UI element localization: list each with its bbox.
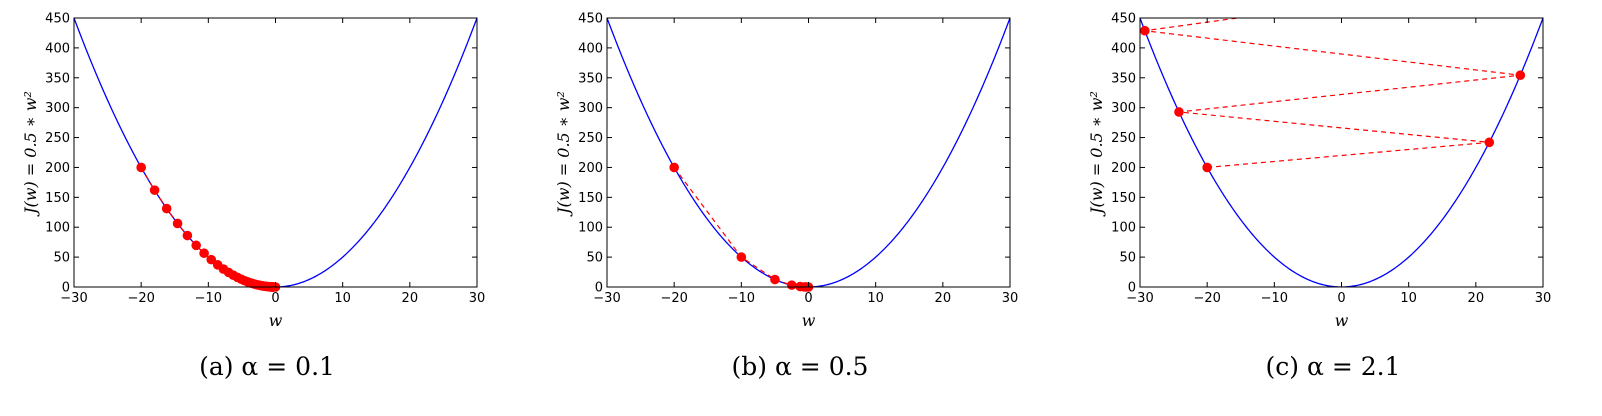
y-tick-label: 250	[1111, 131, 1136, 146]
plot-frame	[606, 17, 1011, 288]
plot-frame	[73, 17, 478, 288]
y-tick-label: 50	[586, 251, 603, 266]
y-tick-label: 400	[45, 41, 70, 56]
y-tick-label: 350	[45, 71, 70, 86]
x-tick-label: 30	[469, 291, 486, 306]
x-tick-label: −30	[1126, 291, 1153, 306]
step-point	[149, 185, 160, 195]
x-tick-label: 10	[334, 291, 351, 306]
step-point	[770, 274, 780, 285]
y-tick-label: 150	[45, 191, 70, 206]
step-point	[1202, 162, 1212, 173]
y-tick-label: 250	[45, 131, 70, 146]
y-axis-label: J(w) = 0.5 ∗ w²	[21, 91, 40, 217]
subplot-a: −30 −20 −10 0 10 20 30 0 50 100 150 200 250 300 350 400…	[0, 0, 534, 416]
x-tick-label: 10	[1400, 291, 1417, 306]
y-tick-label: 100	[1111, 221, 1136, 236]
step-point	[1140, 25, 1150, 36]
subplot-c: −30 −20 −10 0 10 20 30 0 50 100 150 200 250 300 350 400…	[1066, 0, 1600, 416]
x-tick-label: −30	[60, 291, 87, 306]
x-tick-label: 10	[867, 291, 884, 306]
y-tick-label: 0	[595, 281, 603, 296]
y-tick-label: 300	[45, 101, 70, 116]
step-point	[206, 254, 217, 265]
step-point	[191, 240, 201, 251]
y-tick-label: 400	[1111, 41, 1136, 56]
y-tick-label: 400	[578, 41, 603, 56]
subplot-b: −30 −20 −10 0 10 20 30 0 50 100 150 200 250 300 350 400…	[533, 0, 1067, 416]
loss-curve	[1140, 18, 1543, 287]
descent-path	[140, 167, 276, 287]
y-tick-label: 300	[1111, 101, 1136, 116]
y-tick-label: 250	[578, 131, 603, 146]
chart-svg-a: −30 −20 −10 0 10 20 30050100150200250300350400…	[21, 12, 486, 331]
y-tick-label: 200	[578, 161, 603, 176]
descent-path	[1144, 18, 1521, 169]
x-tick-label: −20	[660, 291, 687, 306]
x-tick-label: −20	[1193, 291, 1220, 306]
y-tick-label: 200	[1111, 161, 1136, 176]
step-point	[786, 280, 797, 290]
y-tick-label: 350	[578, 71, 603, 86]
x-tick-label: −10	[1261, 291, 1288, 306]
chart-svg-c: −30 −20 −10 0 10 20 30050100150200250300350400…	[1087, 12, 1552, 331]
x-tick-label: −20	[127, 291, 154, 306]
loss-curve	[607, 18, 1010, 287]
y-tick-label: 350	[1111, 71, 1136, 86]
x-tick-label: −10	[728, 291, 755, 306]
step-point	[1484, 137, 1495, 148]
y-tick-label: 450	[45, 12, 70, 27]
caption-b: (b) α = 0.5	[731, 352, 869, 381]
loss-curve	[74, 18, 477, 287]
x-axis-label: w	[269, 311, 283, 330]
step-point	[161, 203, 172, 214]
step-point	[172, 218, 183, 229]
y-axis-label: J(w) = 0.5 ∗ w²	[554, 91, 573, 217]
x-tick-label: 0	[804, 291, 812, 306]
y-tick-label: 300	[578, 101, 603, 116]
step-point	[736, 252, 747, 262]
y-tick-label: 0	[62, 281, 70, 296]
step-point	[1174, 107, 1184, 117]
x-tick-label: −30	[593, 291, 620, 306]
y-tick-label: 150	[1111, 191, 1136, 206]
step-point	[182, 230, 193, 241]
step-point	[199, 248, 209, 259]
x-tick-label: −10	[195, 291, 222, 306]
x-tick-label: 0	[271, 291, 279, 306]
y-tick-label: 100	[45, 221, 70, 236]
y-tick-label: 200	[45, 161, 70, 176]
y-tick-label: 50	[1119, 251, 1136, 266]
x-tick-label: 20	[1468, 291, 1485, 306]
x-tick-label: 30	[1002, 291, 1019, 306]
x-axis-label: w	[802, 311, 816, 330]
caption-c: (c) α = 2.1	[1265, 352, 1401, 381]
x-axis-label: w	[1335, 311, 1349, 330]
y-tick-label: 0	[1128, 281, 1136, 296]
x-tick-label: 30	[1535, 291, 1552, 306]
x-tick-label: 20	[402, 291, 419, 306]
plot-frame	[1139, 17, 1544, 288]
y-tick-label: 450	[578, 12, 603, 27]
x-tick-label: 20	[935, 291, 952, 306]
y-tick-label: 450	[1111, 12, 1136, 27]
caption-a: (a) α = 0.1	[199, 352, 335, 381]
descent-path	[673, 167, 809, 287]
x-tick-label: 0	[1337, 291, 1345, 306]
chart-svg-b: −30 −20 −10 0 10 20 30050100150200250300350400…	[554, 12, 1019, 331]
y-tick-label: 50	[53, 251, 70, 266]
y-tick-label: 150	[578, 191, 603, 206]
step-point	[136, 162, 146, 173]
step-point	[1515, 70, 1526, 81]
y-axis-label: J(w) = 0.5 ∗ w²	[1087, 91, 1106, 217]
y-tick-label: 100	[578, 221, 603, 236]
step-point	[669, 162, 679, 173]
